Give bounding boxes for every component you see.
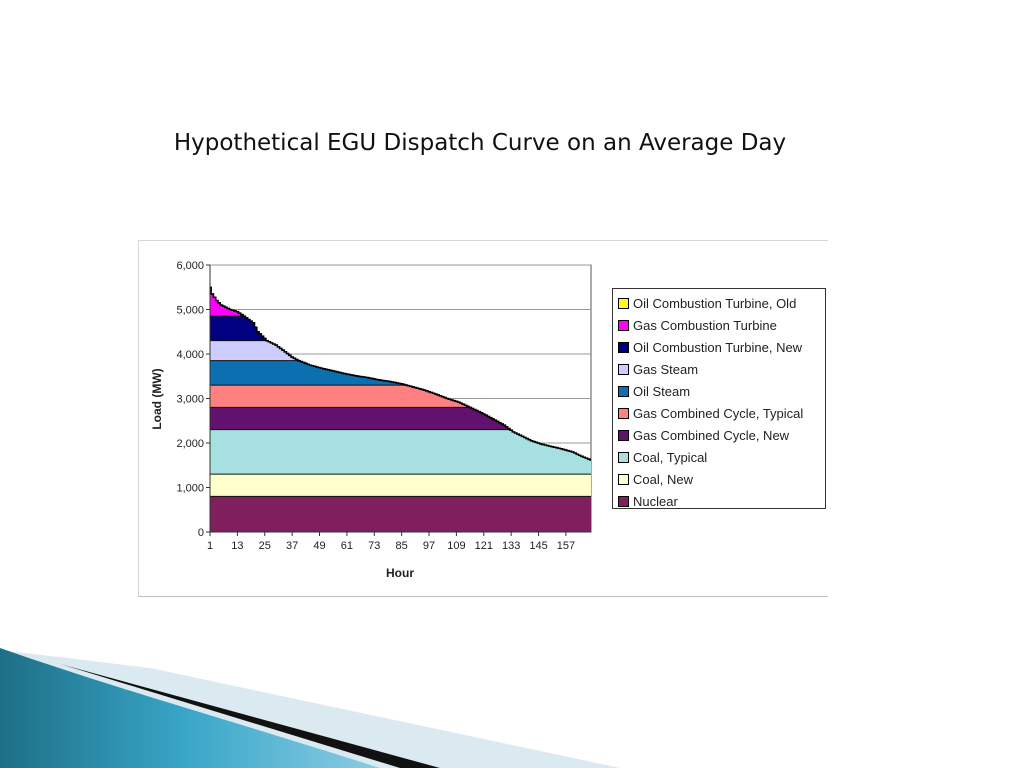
legend-item: Oil Combustion Turbine, Old — [613, 292, 825, 314]
x-tick-label: 85 — [396, 540, 408, 552]
x-tick-label: 49 — [313, 540, 325, 552]
area-coal-new — [210, 474, 591, 497]
y-tick-label: 6,000 — [176, 260, 204, 272]
legend-label: Coal, Typical — [633, 449, 708, 465]
legend-label: Gas Steam — [633, 361, 699, 377]
dispatch-chart: 0 1,000 2,000 3,000 4,000 5,000 6,000 1 13 25 37 4… — [150, 260, 592, 580]
x-tick-label: 133 — [502, 540, 520, 552]
area-nuclear — [210, 496, 591, 532]
chart-frame: 0 1,000 2,000 3,000 4,000 5,000 6,000 1 13 25 37 4… — [138, 240, 828, 597]
legend-swatch — [618, 451, 629, 463]
legend-label: Oil Combustion Turbine, Old — [633, 295, 797, 311]
y-axis-ticks: 0 1,000 2,000 3,000 4,000 5,000 6,000 — [176, 260, 210, 539]
legend-label: Nuclear — [633, 493, 678, 509]
y-tick-label: 1,000 — [176, 483, 204, 495]
legend-item: Gas Combined Cycle, New — [613, 424, 825, 446]
legend-item: Gas Combined Cycle, Typical — [613, 402, 825, 424]
swoosh-black — [60, 664, 440, 768]
x-tick-label: 61 — [341, 540, 353, 552]
y-tick-label: 4,000 — [176, 349, 204, 361]
stacked-areas — [210, 287, 591, 532]
x-tick-label: 13 — [231, 540, 243, 552]
legend-item: Coal, New — [613, 468, 825, 490]
legend-item: Oil Combustion Turbine, New — [613, 336, 825, 358]
x-tick-label: 73 — [368, 540, 380, 552]
x-tick-label: 109 — [447, 540, 465, 552]
x-tick-label: 37 — [286, 540, 298, 552]
y-tick-label: 2,000 — [176, 438, 204, 450]
x-tick-label: 97 — [423, 540, 435, 552]
legend-item: Gas Steam — [613, 358, 825, 380]
legend-label: Gas Combined Cycle, Typical — [633, 405, 804, 421]
slide-title: Hypothetical EGU Dispatch Curve on an Av… — [173, 130, 787, 156]
swoosh-teal — [0, 648, 380, 768]
area-oil-combustion-turbine-new — [210, 316, 591, 341]
y-tick-label: 0 — [198, 527, 204, 539]
legend-swatch — [618, 297, 629, 309]
legend-swatch — [618, 473, 629, 485]
legend-label: Gas Combustion Turbine — [633, 317, 777, 333]
legend-swatch — [618, 341, 629, 353]
x-tick-label: 145 — [529, 540, 547, 552]
legend-swatch — [618, 407, 629, 419]
legend-swatch — [618, 385, 629, 397]
x-axis-ticks: 1 13 25 37 49 61 73 85 97 109 121 133 145 157 — [207, 532, 575, 552]
legend-item: Oil Steam — [613, 380, 825, 402]
legend-swatch — [618, 363, 629, 375]
legend-swatch — [618, 495, 629, 507]
area-oil-steam — [210, 360, 591, 386]
x-tick-label: 121 — [475, 540, 493, 552]
legend-swatch — [618, 319, 629, 331]
x-axis-label: Hour — [386, 566, 414, 580]
x-tick-label: 157 — [557, 540, 575, 552]
load-curve-line — [210, 286, 591, 461]
legend-label: Coal, New — [633, 471, 693, 487]
load-curve — [210, 286, 591, 461]
x-tick-label: 1 — [207, 540, 213, 552]
legend: Oil Combustion Turbine, Old Gas Combustio… — [612, 288, 826, 509]
legend-label: Oil Steam — [633, 383, 691, 399]
area-coal-typical — [210, 429, 591, 475]
area-gas-combined-cycle-new — [210, 407, 591, 430]
legend-item: Gas Combustion Turbine — [613, 314, 825, 336]
legend-item: Coal, Typical — [613, 446, 825, 468]
y-axis-label: Load (MW) — [150, 368, 164, 429]
y-tick-label: 5,000 — [176, 305, 204, 317]
legend-item: Nuclear — [613, 490, 825, 512]
y-tick-label: 3,000 — [176, 394, 204, 406]
area-gas-combined-cycle-typical — [210, 385, 591, 408]
x-tick-label: 25 — [259, 540, 271, 552]
legend-label: Oil Combustion Turbine, New — [633, 339, 803, 355]
legend-label: Gas Combined Cycle, New — [633, 427, 790, 443]
legend-swatch — [618, 429, 629, 441]
area-gas-steam — [210, 340, 591, 361]
